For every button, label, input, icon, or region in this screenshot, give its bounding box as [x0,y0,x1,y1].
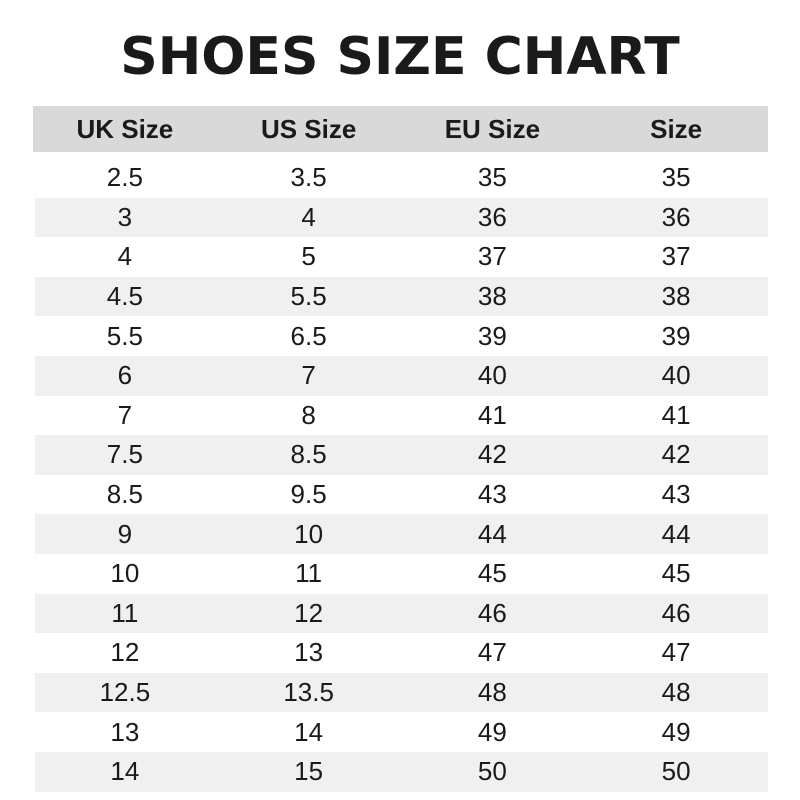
table-row: 9 10 44 44 [35,514,768,554]
table-row: 10 11 45 45 [33,554,768,594]
cell-us-size: 5 [301,241,316,272]
cell-uk-size: 10 [110,558,140,589]
cell-size: 44 [661,518,691,549]
cell-us-size: 8.5 [290,439,327,470]
cell-size: 37 [661,241,691,272]
cell-size: 49 [661,716,691,747]
table-row: 7.5 8.5 42 42 [35,435,768,475]
cell-eu-size: 35 [477,162,507,193]
page-title: SHOES SIZE CHART [120,27,680,87]
table-row: 12 13 47 47 [33,633,768,673]
cell-us-size: 13.5 [283,677,334,708]
cell-eu-size: 44 [477,518,507,549]
cell-us-size: 9.5 [290,479,327,510]
cell-uk-size: 14 [110,756,140,787]
cell-eu-size: 49 [477,716,507,747]
cell-us-size: 13 [294,637,324,668]
cell-eu-size: 41 [477,399,507,430]
cell-uk-size: 4 [117,241,133,272]
cell-uk-size: 12.5 [99,677,151,708]
table-row: 14 15 50 50 [35,751,768,792]
cell-eu-size: 47 [477,637,507,668]
table-row: 8.5 9.5 43 43 [33,475,768,515]
table-row: 5.5 6.5 39 39 [33,316,768,356]
cell-size: 45 [661,558,691,589]
table-row: 4.5 5.5 38 38 [35,276,768,317]
cell-eu-size: 43 [477,479,507,510]
cell-size: 47 [661,637,691,668]
cell-eu-size: 42 [477,439,507,470]
cell-size: 35 [661,162,691,193]
table-row: 2.5 3.5 35 35 [33,158,768,198]
cell-uk-size: 6 [117,360,133,391]
table-header: UK Size US Size EU Size Size [33,106,768,152]
table-row: 6 7 40 40 [35,355,768,396]
header-size: Size [650,113,703,144]
cell-uk-size: 5.5 [106,320,143,351]
header-us-size: US Size [260,113,357,144]
header-uk-size: UK Size [76,113,174,144]
cell-uk-size: 8.5 [106,479,143,510]
cell-uk-size: 9 [117,518,133,549]
cell-size: 39 [661,320,691,351]
cell-eu-size: 45 [477,558,507,589]
table-row: 13 14 49 49 [33,712,768,752]
table-row: 11 12 46 46 [35,593,768,634]
cell-uk-size: 13 [110,716,140,747]
cell-size: 36 [661,201,691,232]
cell-eu-size: 46 [477,597,507,628]
cell-us-size: 4 [301,201,316,232]
cell-uk-size: 3 [117,201,133,232]
cell-size: 38 [661,281,691,312]
cell-eu-size: 37 [477,241,507,272]
header-eu-size: EU Size [444,113,541,144]
cell-uk-size: 2.5 [106,162,143,193]
cell-uk-size: 7 [117,399,133,430]
cell-us-size: 7 [301,360,316,391]
cell-eu-size: 40 [477,360,507,391]
cell-uk-size: 7.5 [106,439,143,470]
cell-eu-size: 38 [477,281,507,312]
cell-size: 48 [661,677,691,708]
cell-uk-size: 4.5 [106,281,143,312]
cell-uk-size: 11 [111,597,139,628]
cell-eu-size: 48 [477,677,507,708]
cell-size: 46 [661,597,691,628]
cell-eu-size: 50 [477,756,507,787]
size-chart-table: UK Size US Size EU Size Size 2.5 3.5 35 35 3… [33,106,768,792]
cell-size: 40 [661,360,691,391]
cell-size: 42 [661,439,691,470]
cell-size: 50 [661,756,691,787]
cell-us-size: 5.5 [290,281,327,312]
cell-us-size: 12 [294,597,324,628]
cell-us-size: 11 [295,558,323,589]
cell-us-size: 8 [301,399,316,430]
cell-us-size: 6.5 [290,320,327,351]
table-row: 3 4 36 36 [35,197,768,238]
table-row: 7 8 41 41 [33,396,768,436]
cell-eu-size: 36 [477,201,507,232]
table-body: 2.5 3.5 35 35 3 4 36 36 4 5 37 37 4.5 5.5 38 38 5.5 6.5 39… [33,158,768,792]
cell-uk-size: 12 [110,637,140,668]
cell-eu-size: 39 [477,320,507,351]
cell-us-size: 10 [294,518,324,549]
cell-size: 43 [661,479,691,510]
table-row: 12.5 13.5 48 48 [35,672,768,713]
cell-us-size: 15 [294,756,324,787]
table-row: 4 5 37 37 [33,237,768,277]
cell-us-size: 14 [294,716,324,747]
cell-us-size: 3.5 [290,162,327,193]
cell-size: 41 [661,399,691,430]
